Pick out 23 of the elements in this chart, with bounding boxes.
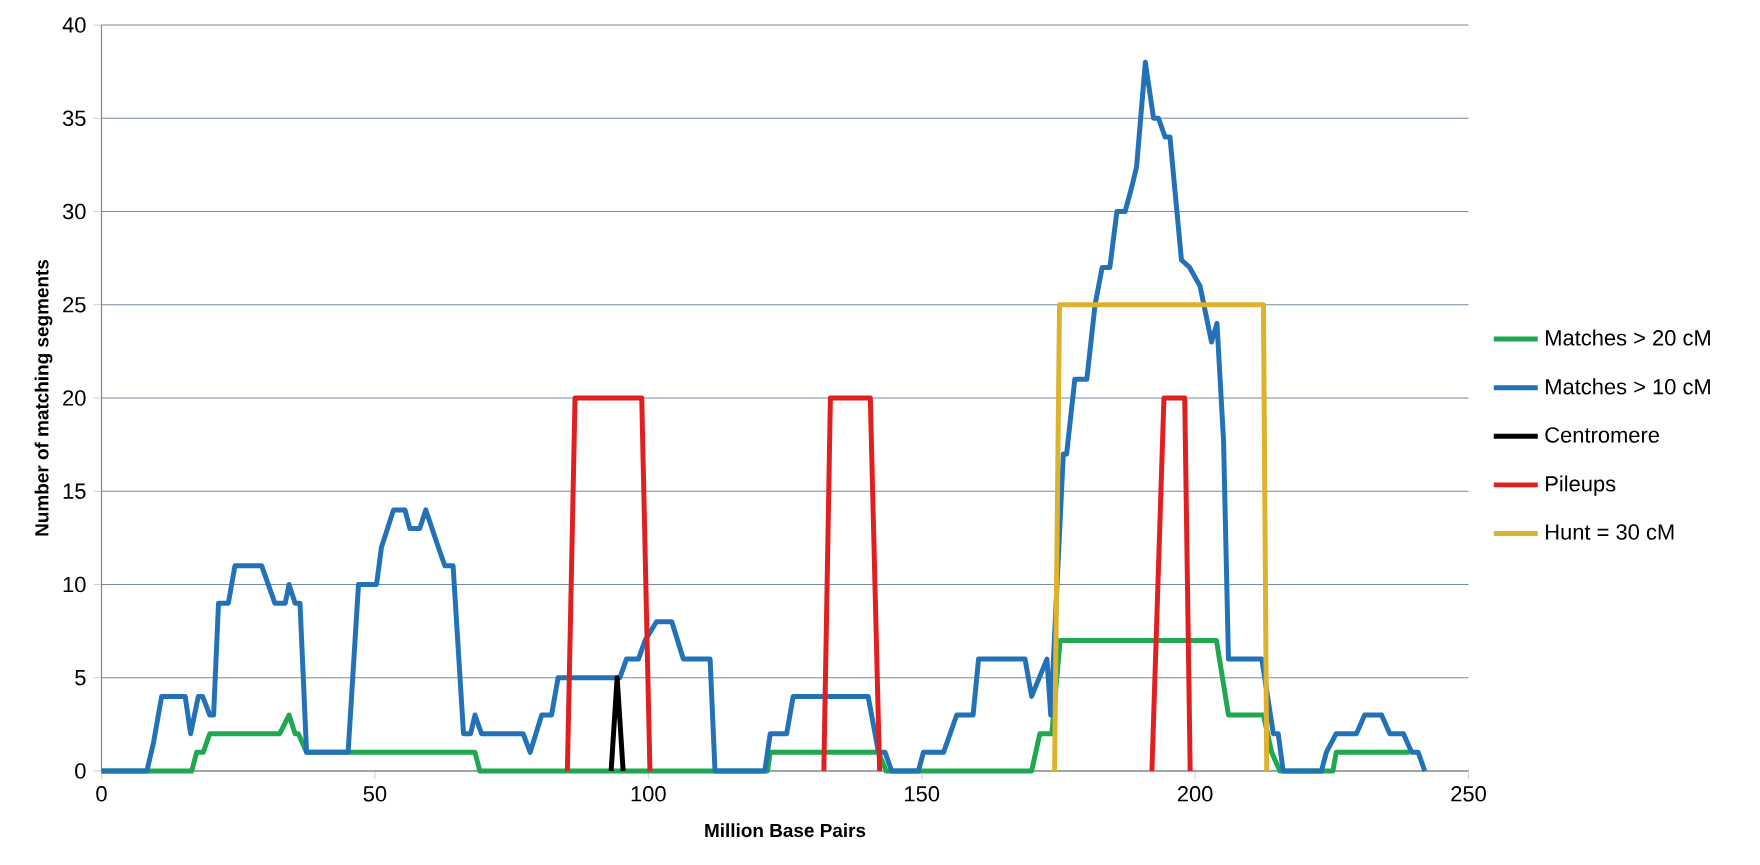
- legend-label: Hunt = 30 cM: [1546, 524, 1674, 540]
- y-tick-label: 0: [75, 763, 86, 779]
- line-series: [99, 59, 1428, 774]
- x-tick-label: 200: [1177, 786, 1213, 802]
- y-tick-label: 10: [63, 576, 86, 593]
- legend-label: Matches > 20 cM: [1546, 329, 1710, 346]
- y-tick-label: 5: [75, 670, 86, 686]
- x-tick-label: 100: [631, 786, 666, 802]
- x-tick-label: 150: [905, 786, 940, 802]
- legend-label: Matches > 10 cM: [1546, 378, 1710, 395]
- legend-label: Pileups: [1546, 475, 1616, 496]
- y-tick-label: 25: [63, 297, 86, 313]
- y-tick-label: 40: [62, 17, 86, 33]
- x-tick-label: 0: [96, 786, 107, 802]
- y-tick-label: 35: [62, 110, 86, 127]
- y-tick-label: 15: [63, 483, 86, 499]
- x-axis-title: Million Base Pairs: [705, 823, 866, 838]
- y-tick-label: 30: [62, 203, 86, 220]
- y-tick-label: 20: [63, 390, 86, 406]
- y-axis-title: Number of matching segments: [34, 259, 53, 536]
- x-tick-label: 50: [363, 786, 387, 802]
- x-tick-label: 250: [1451, 786, 1486, 802]
- legend-label: Centromere: [1545, 427, 1659, 443]
